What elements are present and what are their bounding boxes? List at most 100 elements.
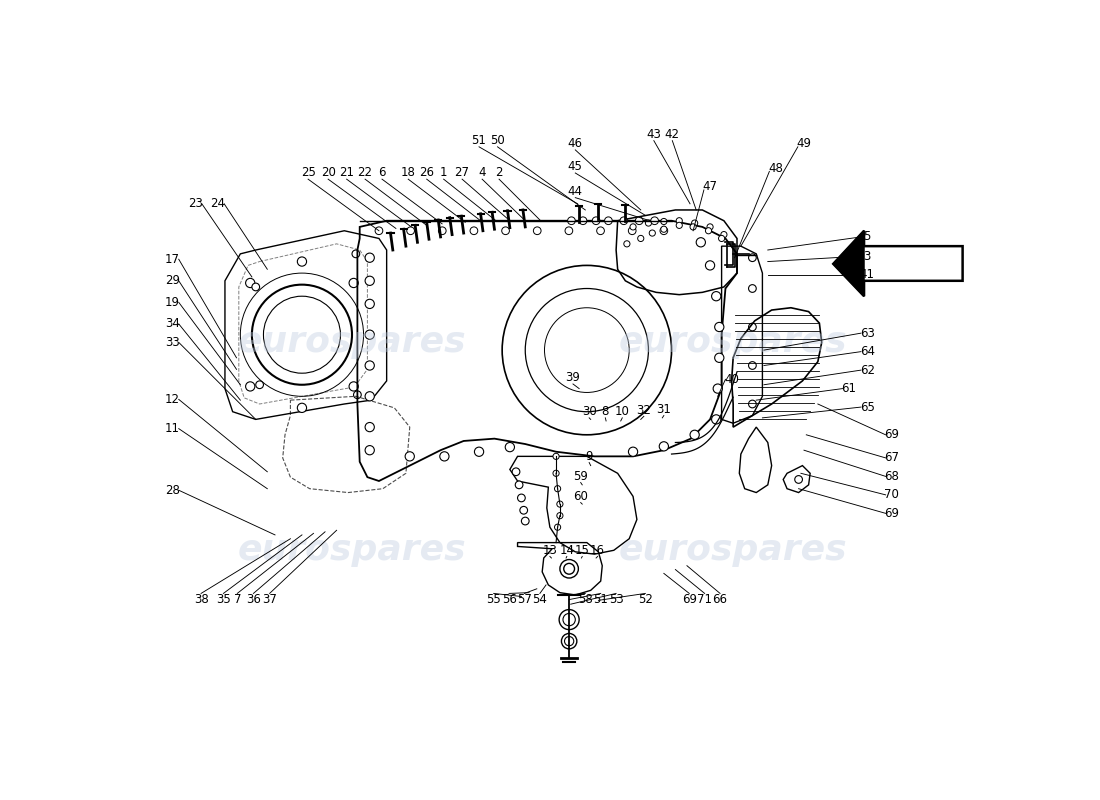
Text: eurospares: eurospares bbox=[238, 326, 466, 359]
Circle shape bbox=[470, 227, 477, 234]
Text: 40: 40 bbox=[724, 373, 739, 386]
Text: 31: 31 bbox=[657, 403, 671, 416]
Text: 16: 16 bbox=[590, 544, 605, 557]
Text: 11: 11 bbox=[165, 422, 180, 435]
Circle shape bbox=[553, 470, 559, 476]
Circle shape bbox=[712, 414, 720, 424]
Circle shape bbox=[707, 224, 713, 230]
Text: 69: 69 bbox=[682, 593, 696, 606]
Text: 4: 4 bbox=[478, 166, 486, 179]
Text: 55: 55 bbox=[486, 593, 502, 606]
Circle shape bbox=[748, 285, 757, 292]
Circle shape bbox=[748, 323, 757, 331]
Text: 48: 48 bbox=[768, 162, 783, 175]
Text: 28: 28 bbox=[165, 484, 180, 497]
Text: 36: 36 bbox=[246, 593, 261, 606]
Circle shape bbox=[518, 494, 526, 502]
Text: 65: 65 bbox=[860, 401, 875, 414]
Circle shape bbox=[297, 257, 307, 266]
Text: eurospares: eurospares bbox=[619, 534, 847, 567]
Circle shape bbox=[705, 228, 712, 234]
Circle shape bbox=[649, 230, 656, 236]
Text: 49: 49 bbox=[796, 138, 812, 150]
Circle shape bbox=[513, 468, 520, 476]
Circle shape bbox=[713, 384, 723, 394]
Circle shape bbox=[375, 227, 383, 234]
Text: 51: 51 bbox=[593, 593, 608, 606]
Circle shape bbox=[720, 231, 727, 238]
Text: 62: 62 bbox=[859, 364, 874, 377]
Circle shape bbox=[563, 614, 575, 626]
Circle shape bbox=[718, 235, 725, 242]
Text: 10: 10 bbox=[615, 405, 629, 418]
Text: 58: 58 bbox=[578, 593, 593, 606]
Text: 8: 8 bbox=[602, 405, 609, 418]
Circle shape bbox=[365, 361, 374, 370]
Text: 25: 25 bbox=[300, 166, 316, 179]
Circle shape bbox=[564, 637, 574, 646]
Text: 63: 63 bbox=[860, 326, 875, 340]
Circle shape bbox=[349, 278, 359, 287]
Text: 26: 26 bbox=[419, 166, 435, 179]
Text: 23: 23 bbox=[188, 198, 204, 210]
Text: 56: 56 bbox=[502, 593, 517, 606]
Text: eurospares: eurospares bbox=[238, 534, 466, 567]
Circle shape bbox=[638, 235, 644, 242]
Circle shape bbox=[696, 238, 705, 247]
Text: 6: 6 bbox=[378, 166, 386, 179]
Text: 29: 29 bbox=[165, 274, 180, 287]
Text: 15: 15 bbox=[575, 544, 590, 557]
Text: 1: 1 bbox=[440, 166, 448, 179]
Text: 22: 22 bbox=[358, 166, 373, 179]
Circle shape bbox=[646, 220, 651, 226]
Circle shape bbox=[794, 476, 803, 483]
Circle shape bbox=[630, 224, 636, 230]
Circle shape bbox=[534, 227, 541, 234]
Text: 21: 21 bbox=[339, 166, 354, 179]
Circle shape bbox=[659, 442, 669, 451]
Polygon shape bbox=[834, 230, 865, 296]
Text: 54: 54 bbox=[532, 593, 548, 606]
Text: 9: 9 bbox=[585, 450, 593, 463]
Circle shape bbox=[676, 218, 682, 224]
Circle shape bbox=[636, 217, 644, 225]
Circle shape bbox=[661, 226, 667, 232]
Polygon shape bbox=[834, 230, 962, 296]
Text: 32: 32 bbox=[637, 404, 651, 417]
Circle shape bbox=[628, 227, 636, 234]
Text: 69: 69 bbox=[884, 507, 900, 520]
Circle shape bbox=[553, 454, 559, 459]
Text: 24: 24 bbox=[210, 198, 225, 210]
Circle shape bbox=[255, 381, 264, 389]
Circle shape bbox=[365, 276, 374, 286]
Circle shape bbox=[439, 227, 447, 234]
Text: 47: 47 bbox=[703, 180, 717, 194]
Circle shape bbox=[515, 481, 522, 489]
Circle shape bbox=[748, 254, 757, 262]
Circle shape bbox=[440, 452, 449, 461]
Circle shape bbox=[592, 217, 600, 225]
Circle shape bbox=[245, 278, 255, 287]
Text: 30: 30 bbox=[582, 405, 596, 418]
Text: 44: 44 bbox=[568, 185, 583, 198]
Text: 59: 59 bbox=[573, 470, 588, 483]
Text: 69: 69 bbox=[884, 428, 900, 442]
Circle shape bbox=[365, 422, 374, 432]
Text: 64: 64 bbox=[859, 345, 874, 358]
Circle shape bbox=[676, 222, 682, 229]
Text: 70: 70 bbox=[884, 488, 899, 502]
Circle shape bbox=[715, 353, 724, 362]
Circle shape bbox=[365, 253, 374, 262]
Text: 7: 7 bbox=[233, 593, 241, 606]
Text: 33: 33 bbox=[165, 336, 180, 349]
Circle shape bbox=[365, 299, 374, 309]
Text: 38: 38 bbox=[194, 593, 209, 606]
Circle shape bbox=[579, 217, 587, 225]
Text: 52: 52 bbox=[638, 593, 652, 606]
Text: 13: 13 bbox=[542, 544, 558, 557]
Text: eurospares: eurospares bbox=[619, 326, 847, 359]
Circle shape bbox=[502, 227, 509, 234]
Circle shape bbox=[624, 241, 630, 247]
Circle shape bbox=[365, 330, 374, 339]
Circle shape bbox=[596, 227, 604, 234]
